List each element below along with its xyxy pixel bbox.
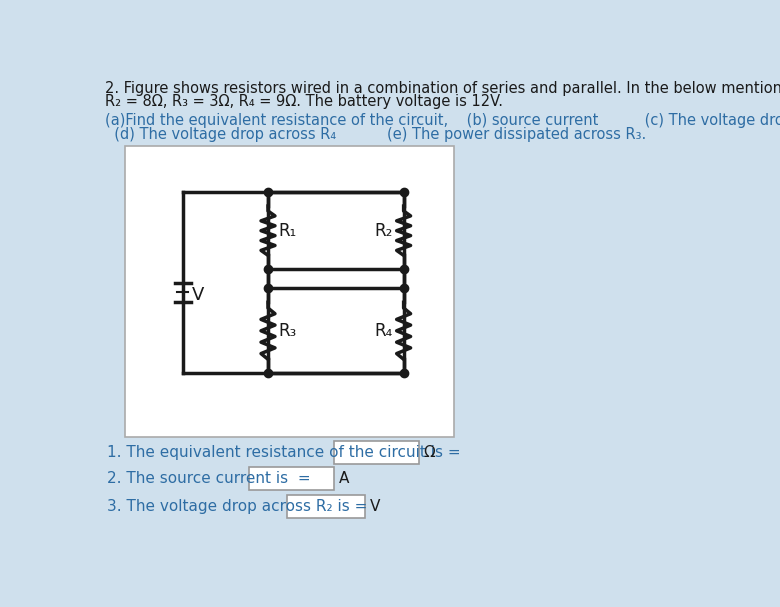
- Text: 2. The source current is  =: 2. The source current is =: [107, 471, 310, 486]
- Text: Ω: Ω: [424, 445, 435, 460]
- Text: V: V: [192, 287, 204, 304]
- Bar: [334, 441, 419, 464]
- Text: (a)Find the equivalent resistance of the circuit,    (b) source current         : (a)Find the equivalent resistance of the…: [105, 113, 780, 128]
- Text: R₂ = 8Ω, R₃ = 3Ω, R₄ = 9Ω. The battery voltage is 12V.: R₂ = 8Ω, R₃ = 3Ω, R₄ = 9Ω. The battery v…: [105, 95, 503, 109]
- Bar: [249, 467, 334, 490]
- Text: R₂: R₂: [374, 222, 392, 240]
- Bar: [287, 495, 365, 518]
- Text: R₄: R₄: [374, 322, 392, 340]
- Bar: [125, 146, 454, 437]
- Text: 2. Figure shows resistors wired in a combination of series and parallel. In the : 2. Figure shows resistors wired in a com…: [105, 81, 780, 95]
- Text: V: V: [370, 499, 380, 514]
- Text: 3. The voltage drop across R₂ is =: 3. The voltage drop across R₂ is =: [107, 499, 367, 514]
- Text: (d) The voltage drop across R₄           (e) The power dissipated across R₃.: (d) The voltage drop across R₄ (e) The p…: [105, 127, 647, 142]
- Text: R₁: R₁: [279, 222, 297, 240]
- Text: R₃: R₃: [279, 322, 297, 340]
- Text: 1. The equivalent resistance of the circuit is =: 1. The equivalent resistance of the circ…: [107, 445, 460, 460]
- Text: A: A: [339, 471, 349, 486]
